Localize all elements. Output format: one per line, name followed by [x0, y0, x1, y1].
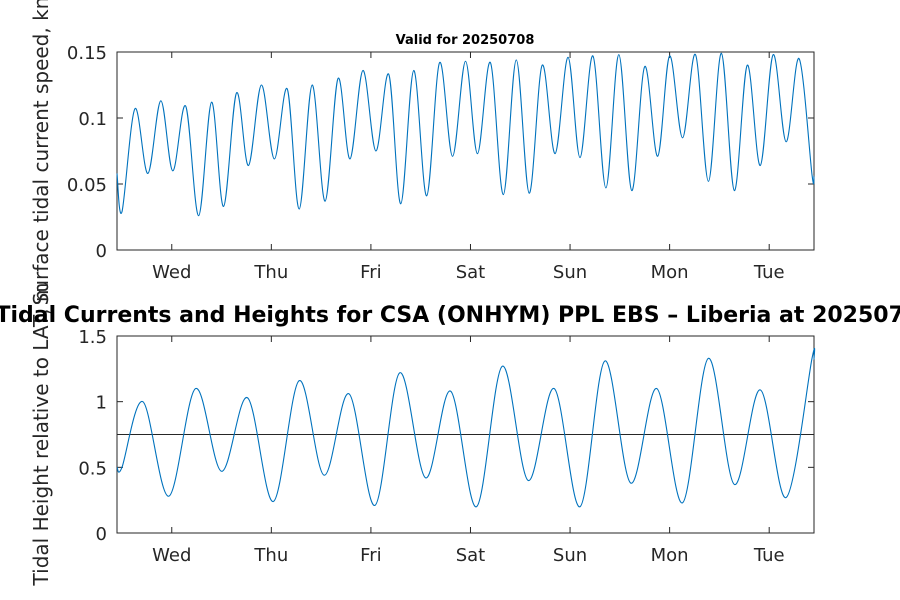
tidal-height-x-tick-label: Sun: [553, 545, 587, 566]
current-speed-y-ticks: 0 0.05 0.1 0.15: [67, 43, 814, 262]
tidal-height-x-tick-label: Fri: [360, 545, 381, 566]
tidal-height-x-tick-label: Tue: [753, 545, 785, 566]
current-speed-x-tick-label: Thu: [253, 262, 288, 283]
tidal-height-y-tick-label: 0: [96, 524, 107, 545]
current-speed-x-tick-label: Sat: [456, 262, 486, 283]
tidal-height-x-tick-label: Sat: [456, 545, 486, 566]
tidal-height-x-ticks: Wed Thu Fri Sat Sun Mon Tue: [152, 336, 785, 566]
current-speed-x-tick-label: Mon: [651, 262, 689, 283]
current-speed-y-tick-label: 0.15: [67, 43, 107, 64]
tidal-height-panel: Tidal Height relative to LAT, m 0 0.5 1 1.5…: [29, 283, 816, 587]
main-title: Tidal Currents and Heights for CSA (ONHY…: [0, 303, 900, 328]
tidal-height-y-tick-label: 1.5: [78, 327, 107, 348]
current-speed-ylabel: Surface tidal current speed, kn: [29, 0, 53, 305]
current-speed-panel: Valid for 20250708 Surface tidal current…: [29, 0, 815, 305]
tidal-height-x-tick-label: Thu: [253, 545, 288, 566]
tidal-height-y-tick-label: 1: [96, 393, 107, 414]
current-speed-x-ticks: Wed Thu Fri Sat Sun Mon Tue: [152, 52, 785, 283]
tidal-height-x-tick-label: Wed: [152, 545, 191, 566]
current-speed-y-tick-label: 0.05: [67, 175, 107, 196]
current-speed-series-line: [116, 52, 815, 217]
tidal-height-x-tick-label: Mon: [651, 545, 689, 566]
current-speed-plot-area: [116, 51, 815, 251]
current-speed-x-tick-label: Sun: [553, 262, 587, 283]
tidal-height-y-tick-label: 0.5: [78, 458, 107, 479]
tidal-height-series-line: [116, 348, 816, 508]
current-speed-title: Valid for 20250708: [396, 33, 535, 48]
current-speed-y-tick-label: 0: [96, 241, 107, 262]
current-speed-y-tick-label: 0.1: [78, 109, 107, 130]
current-speed-x-tick-label: Tue: [753, 262, 785, 283]
current-speed-x-tick-label: Wed: [152, 262, 191, 283]
tidal-height-ylabel: Tidal Height relative to LAT, m: [29, 283, 53, 587]
tidal-height-y-ticks: 0 0.5 1 1.5: [78, 327, 814, 545]
current-speed-x-tick-label: Fri: [360, 262, 381, 283]
